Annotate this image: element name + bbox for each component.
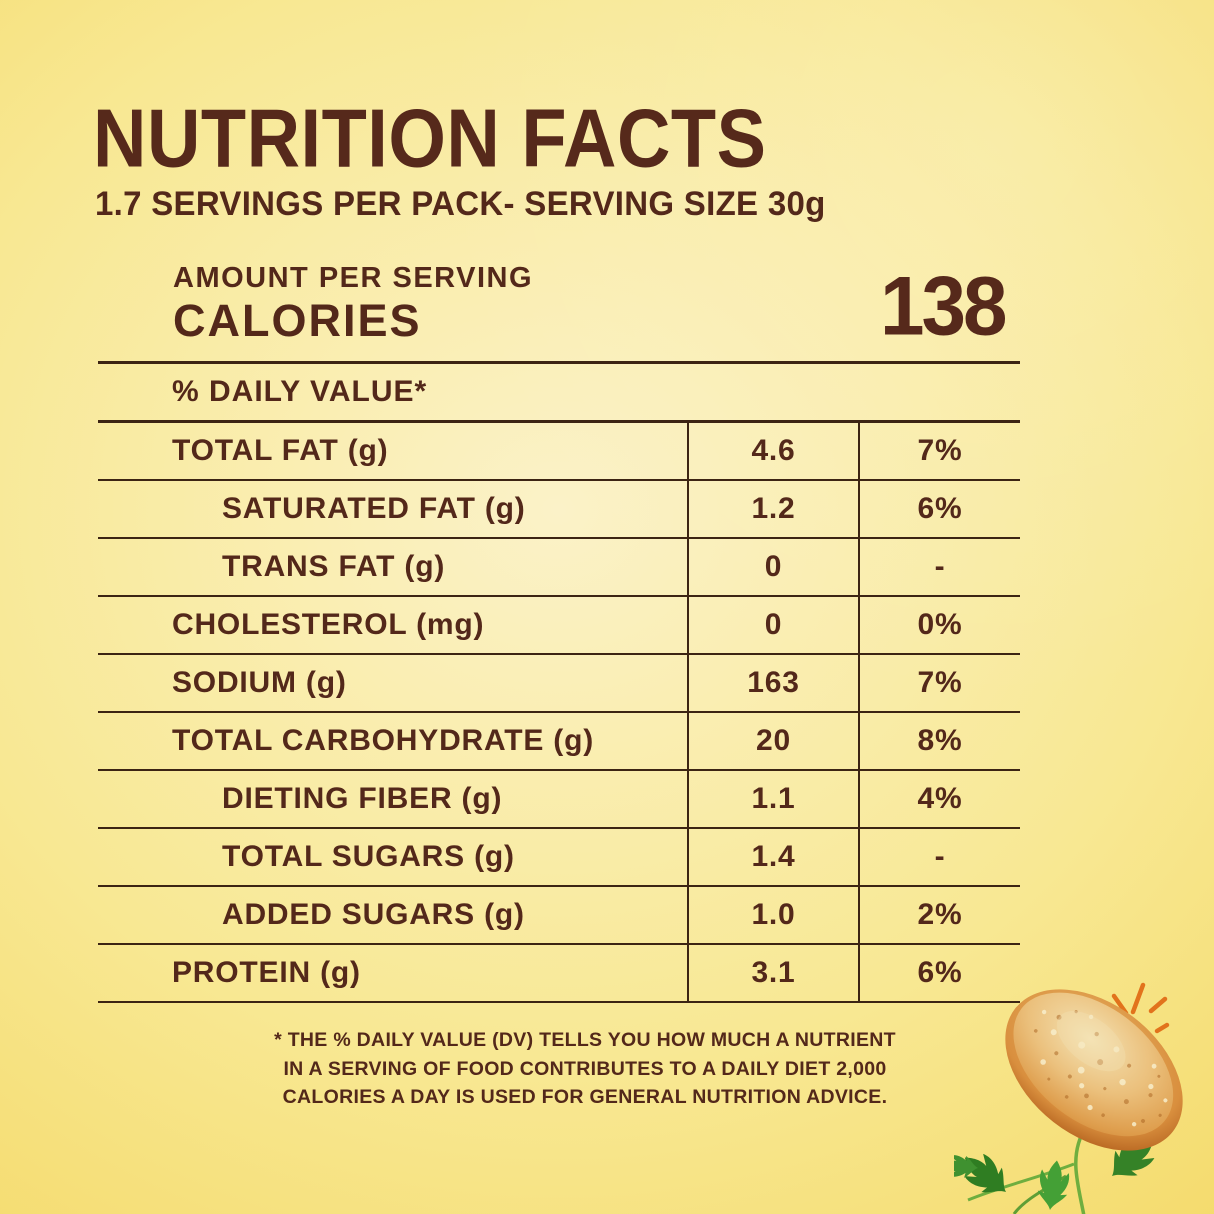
- nutrient-label: SODIUM (g): [172, 666, 347, 699]
- nutrient-amount: 4.6: [687, 423, 860, 479]
- divider-line: [98, 361, 1020, 364]
- nutrient-label: TOTAL SUGARS (g): [222, 840, 515, 873]
- nutrient-dv: 6%: [917, 492, 963, 525]
- nutrient-dv: 7%: [917, 434, 963, 467]
- nutrient-dv: 2%: [917, 898, 963, 931]
- table-row-sodium: SODIUM (g) 163 7%: [98, 655, 1020, 713]
- footnote-line: * THE % DAILY VALUE (DV) TELLS YOU HOW M…: [274, 1029, 896, 1051]
- nutrient-dv: -: [934, 550, 946, 583]
- nutrition-table: TOTAL FAT (g) 4.6 7% SATURATED FAT (g) 1…: [98, 420, 1020, 1003]
- footnote-line: CALORIES A DAY IS USED FOR GENERAL NUTRI…: [282, 1086, 888, 1108]
- calories-label: CALORIES: [173, 295, 422, 346]
- nutrient-amount: 1.2: [687, 481, 860, 537]
- nutrient-dv: 6%: [917, 956, 963, 989]
- toast-icon: [1005, 989, 1183, 1151]
- serving-info: 1.7 SERVINGS PER PACK- SERVING SIZE 30g: [95, 183, 826, 223]
- parsley-icon: [954, 1058, 1165, 1214]
- table-row-total-carbohydrate: TOTAL CARBOHYDRATE (g) 20 8%: [98, 713, 1020, 771]
- nutrient-dv: -: [934, 840, 946, 873]
- table-row-total-fat: TOTAL FAT (g) 4.6 7%: [98, 423, 1020, 481]
- nutrient-dv: 4%: [917, 782, 963, 815]
- nutrient-label: ADDED SUGARS (g): [222, 898, 525, 931]
- calories-value: 138: [880, 259, 1007, 353]
- nutrient-amount: 1.4: [687, 829, 860, 885]
- nutrient-amount: 20: [687, 713, 860, 769]
- nutrient-dv: 7%: [917, 666, 963, 699]
- nutrient-amount: 0: [687, 597, 860, 653]
- footnote-line: IN A SERVING OF FOOD CONTRIBUTES TO A DA…: [283, 1057, 887, 1080]
- table-row-trans-fat: TRANS FAT (g) 0 -: [98, 539, 1020, 597]
- nutrient-amount: 3.1: [687, 945, 860, 1001]
- nutrient-amount: 163: [687, 655, 860, 711]
- nutrient-label: DIETING FIBER (g): [222, 782, 503, 815]
- table-row-cholesterol: CHOLESTEROL (mg) 0 0%: [98, 597, 1020, 655]
- nutrient-dv: 0%: [917, 608, 963, 641]
- nutrient-amount: 1.1: [687, 771, 860, 827]
- nutrient-dv: 8%: [917, 724, 963, 757]
- nutrient-label: TOTAL CARBOHYDRATE (g): [172, 724, 595, 757]
- daily-value-header: % DAILY VALUE*: [172, 375, 428, 408]
- page-title: NUTRITION FACTS: [93, 91, 767, 185]
- nutrient-label: SATURATED FAT (g): [222, 492, 526, 525]
- nutrient-amount: 0: [687, 539, 860, 595]
- amount-per-serving-label: AMOUNT PER SERVING: [173, 262, 534, 294]
- toast-and-parsley-image: [954, 982, 1183, 1214]
- nutrient-label: CHOLESTEROL (mg): [172, 608, 485, 641]
- nutrient-label: TOTAL FAT (g): [172, 434, 389, 467]
- nutrient-amount: 1.0: [687, 887, 860, 943]
- table-row-saturated-fat: SATURATED FAT (g) 1.2 6%: [98, 481, 1020, 539]
- daily-value-footnote: * THE % DAILY VALUE (DV) TELLS YOU HOW M…: [252, 1026, 918, 1112]
- table-row-added-sugars: ADDED SUGARS (g) 1.0 2%: [98, 887, 1020, 945]
- nutrient-label: TRANS FAT (g): [222, 550, 446, 583]
- nutrient-label: PROTEIN (g): [172, 956, 361, 989]
- sparkle-icon: [1111, 982, 1170, 1034]
- table-row-total-sugars: TOTAL SUGARS (g) 1.4 -: [98, 829, 1020, 887]
- table-row-protein: PROTEIN (g) 3.1 6%: [98, 945, 1020, 1003]
- table-row-dieting-fiber: DIETING FIBER (g) 1.1 4%: [98, 771, 1020, 829]
